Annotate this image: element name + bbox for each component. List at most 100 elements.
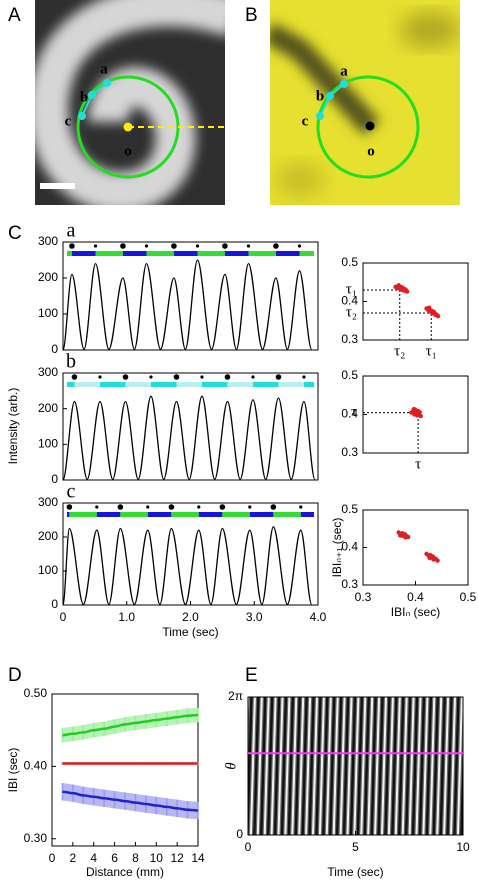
point [426, 305, 432, 310]
beat-dot [95, 505, 99, 509]
point [403, 535, 408, 540]
y-tick-label: 0.3 [341, 577, 358, 591]
x-tick-label: 0.4 [407, 590, 424, 604]
stripe [312, 697, 318, 835]
beat-dot [197, 505, 201, 509]
stripe [443, 697, 450, 835]
stripe [367, 697, 374, 835]
x-axis-label: IBIₙ (sec) [391, 605, 440, 619]
x-tick-label: 0 [60, 610, 67, 624]
stripe [270, 697, 277, 835]
phase-bar [227, 382, 253, 387]
x-tick-label: 2.0 [182, 610, 199, 624]
trace [62, 395, 316, 481]
y-tick-label: 0 [236, 827, 243, 841]
trace-label: b [66, 351, 76, 373]
y-tick-label: 0.5 [341, 255, 358, 269]
beat-dot [248, 505, 252, 509]
x-tick-label: 10 [150, 851, 164, 865]
point [401, 286, 407, 291]
plot-frame [51, 693, 199, 847]
phase-bar [299, 251, 314, 256]
point [416, 412, 422, 418]
point [396, 283, 401, 288]
beat-dot [122, 374, 129, 380]
y-tick-label: 200 [38, 401, 58, 415]
phase-bar [252, 382, 279, 387]
y-tick-label: 100 [38, 563, 58, 577]
stripe [408, 697, 415, 835]
beat-dot [251, 375, 255, 379]
phase-bar [125, 382, 151, 387]
stripe [429, 697, 436, 835]
phase-bar [197, 251, 225, 256]
trace-label: c [67, 481, 76, 503]
beat-dot [297, 244, 302, 248]
x-axis-label: Distance (mm) [86, 865, 164, 879]
point [398, 533, 403, 538]
stripe [277, 697, 284, 835]
panel-label: C [8, 223, 22, 244]
beat-dot [224, 374, 231, 380]
plot-frame [62, 372, 319, 481]
y-tick-label: 0.40 [24, 759, 48, 773]
phase-bar [95, 251, 123, 256]
phase-bar [248, 251, 276, 256]
point [431, 557, 436, 562]
beat-dot [93, 244, 98, 248]
beat-dot [200, 375, 204, 379]
x-tick-label: 3.0 [246, 610, 263, 624]
image-label: o [367, 143, 375, 159]
y-tick-label: 300 [38, 365, 58, 379]
point [415, 408, 421, 414]
y-tick-label: 100 [38, 437, 58, 451]
phase-bar [122, 251, 147, 256]
y-tick-label: 0.4 [341, 407, 358, 421]
micrograph-b [270, 0, 460, 205]
stripe [346, 697, 353, 835]
stripe [436, 697, 443, 835]
y-tick-label: 100 [38, 306, 58, 320]
phase-bar [273, 512, 301, 517]
phase-bar [67, 251, 72, 256]
beat-dot [273, 243, 279, 249]
beat-dot [149, 375, 153, 379]
phase-bar [96, 512, 121, 517]
annotation-label: τ [415, 456, 421, 472]
phase-bar [99, 382, 126, 387]
stripe [456, 697, 463, 835]
stripe [284, 697, 291, 835]
image-label: o [124, 143, 132, 159]
beat-dot [195, 244, 200, 248]
annotation-label: τ₂ [394, 343, 405, 359]
phase-bar [275, 251, 300, 256]
x-tick-label: 0 [49, 851, 56, 865]
beat-dot [302, 375, 306, 379]
phase-bar [146, 251, 174, 256]
micrograph-a [35, 0, 225, 205]
y-tick-label: 2π [228, 689, 243, 703]
phase-bar [249, 512, 274, 517]
point [435, 558, 440, 563]
trace [62, 259, 313, 351]
y-axis-label: IBI (sec) [6, 748, 20, 793]
y-tick-label: 0.5 [341, 502, 358, 516]
panel-label: E [245, 665, 258, 686]
series-line [62, 790, 199, 812]
stripe [401, 697, 408, 835]
y-axis-label: Intensity (arb.) [6, 388, 20, 465]
stripe [381, 697, 387, 835]
beat-dot [66, 504, 73, 510]
beat-dot [219, 504, 226, 510]
panel-label: A [8, 5, 21, 26]
phase-bar [278, 382, 304, 387]
y-tick-label: 200 [38, 270, 58, 284]
beat-dot [117, 504, 124, 510]
x-tick-label: 6 [111, 851, 118, 865]
image-label: a [100, 61, 108, 77]
y-tick-label: 0 [51, 472, 58, 486]
y-tick-label: 0 [51, 342, 58, 356]
beat-dot [222, 243, 228, 249]
phase-bar [198, 512, 223, 517]
